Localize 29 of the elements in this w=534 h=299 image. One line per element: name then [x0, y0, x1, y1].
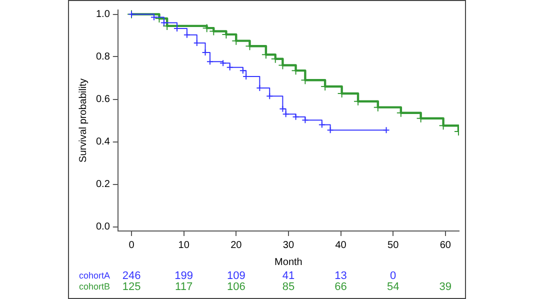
x-tick-label: 40: [335, 240, 347, 251]
x-tick-label: 50: [388, 240, 400, 251]
text: 246 199 109 41 13 0: [122, 270, 396, 282]
text: 125 117 106 85 66 54 39: [122, 281, 452, 294]
point: [220, 60, 227, 67]
point: [292, 113, 300, 120]
x-tick-label: 30: [282, 240, 294, 251]
point: [160, 19, 168, 26]
text: cohortB: [79, 281, 110, 292]
y-tick-label: 1.0: [96, 9, 110, 20]
y-tick-label: 0.4: [96, 136, 110, 148]
point: [183, 31, 190, 38]
x-tick-label: 60: [440, 240, 452, 251]
y-tick-label: 0.8: [96, 52, 110, 62]
x-tick-label: 0: [128, 240, 135, 251]
point: [266, 92, 274, 100]
x-tick-label: 20: [230, 240, 242, 251]
x-tick-label: 10: [178, 240, 190, 251]
point: [326, 126, 334, 134]
y-tick-label: 0.2: [96, 179, 110, 190]
y-axis-title: Survival probability: [78, 78, 89, 162]
y-tick-label: 0.6: [96, 94, 110, 105]
text: cohortA: [79, 270, 110, 280]
point: [318, 121, 326, 128]
point: [206, 58, 214, 66]
x-axis-title: Month: [274, 256, 302, 268]
point: [226, 64, 234, 71]
point: [302, 116, 309, 124]
y-tick-label: 0.0: [96, 222, 110, 232]
